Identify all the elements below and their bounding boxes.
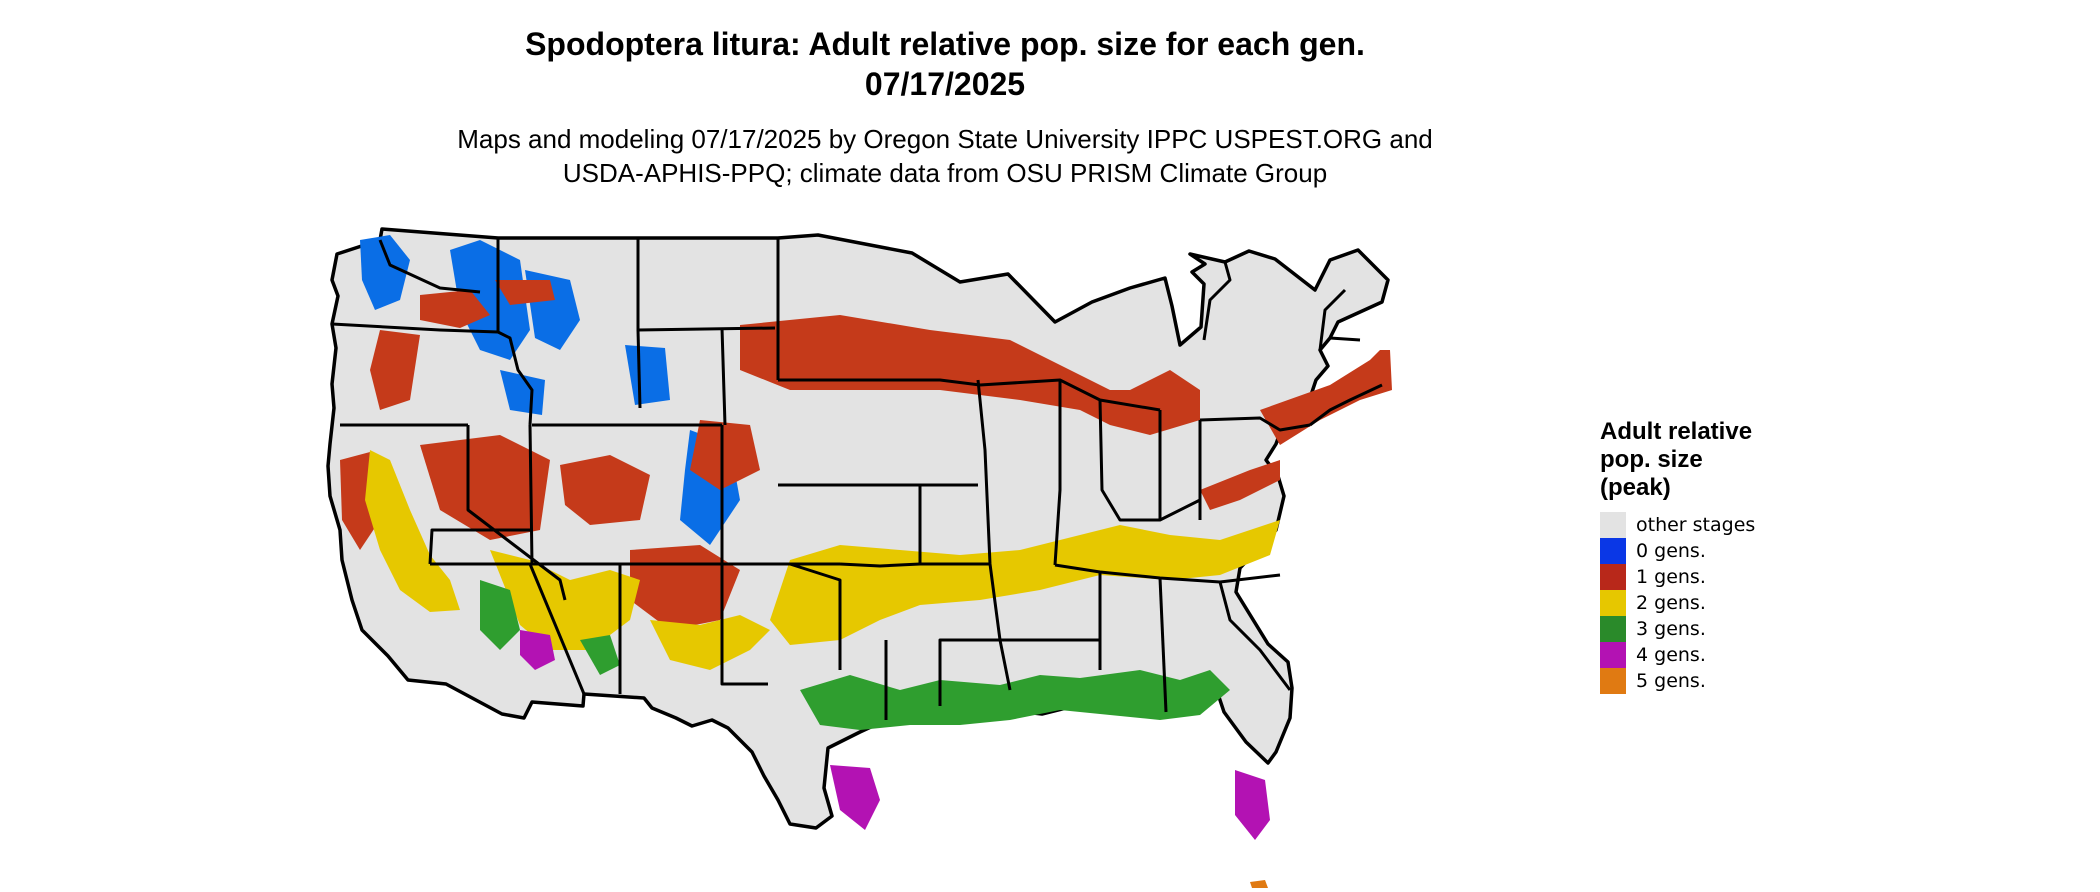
us-map [320, 220, 1590, 890]
legend-swatch [1600, 512, 1626, 538]
gen-5-layer [1250, 880, 1268, 888]
legend-label: other stages [1636, 514, 1756, 536]
legend-title-line-3: (peak) [1600, 474, 1671, 501]
legend-title: Adult relative pop. size (peak) [1600, 418, 1840, 502]
legend-swatch [1600, 564, 1626, 590]
subtitle-line-1: Maps and modeling 07/17/2025 by Oregon S… [457, 124, 1433, 154]
legend-swatch [1600, 590, 1626, 616]
legend-swatch [1600, 616, 1626, 642]
legend-item-3-gens: 3 gens. [1600, 616, 1840, 642]
gen-2-layer [365, 450, 1280, 670]
legend-swatch [1600, 538, 1626, 564]
legend-items: other stages 0 gens. 1 gens. 2 gens. 3 g… [1600, 512, 1840, 694]
legend-title-line-1: Adult relative [1600, 418, 1753, 445]
subtitle-line-2: USDA-APHIS-PPQ; climate data from OSU PR… [562, 158, 1328, 188]
legend-label: 0 gens. [1636, 540, 1706, 562]
us-map-svg [326, 227, 1392, 888]
map-subtitle: Maps and modeling 07/17/2025 by Oregon S… [0, 122, 1890, 190]
legend-title-line-2: pop. size [1600, 446, 1703, 473]
legend-label: 3 gens. [1636, 618, 1706, 640]
legend-label: 4 gens. [1636, 644, 1706, 666]
gen-4-layer [520, 630, 1270, 840]
map-title: Spodoptera litura: Adult relative pop. s… [0, 24, 1890, 104]
legend-item-1-gens: 1 gens. [1600, 564, 1840, 590]
legend-item-0-gens: 0 gens. [1600, 538, 1840, 564]
legend-label: 2 gens. [1636, 592, 1706, 614]
legend-item-other-stages: other stages [1600, 512, 1840, 538]
legend-label: 1 gens. [1636, 566, 1706, 588]
state-borders [331, 238, 1383, 720]
title-line-2: 07/17/2025 [864, 66, 1026, 102]
legend-label: 5 gens. [1636, 670, 1706, 692]
legend-item-2-gens: 2 gens. [1600, 590, 1840, 616]
title-line-1: Spodoptera litura: Adult relative pop. s… [525, 26, 1365, 62]
legend-swatch [1600, 668, 1626, 694]
legend-item-5-gens: 5 gens. [1600, 668, 1840, 694]
legend-item-4-gens: 4 gens. [1600, 642, 1840, 668]
legend: Adult relative pop. size (peak) other st… [1600, 418, 1840, 694]
gen-3-layer [480, 580, 1230, 730]
legend-swatch [1600, 642, 1626, 668]
